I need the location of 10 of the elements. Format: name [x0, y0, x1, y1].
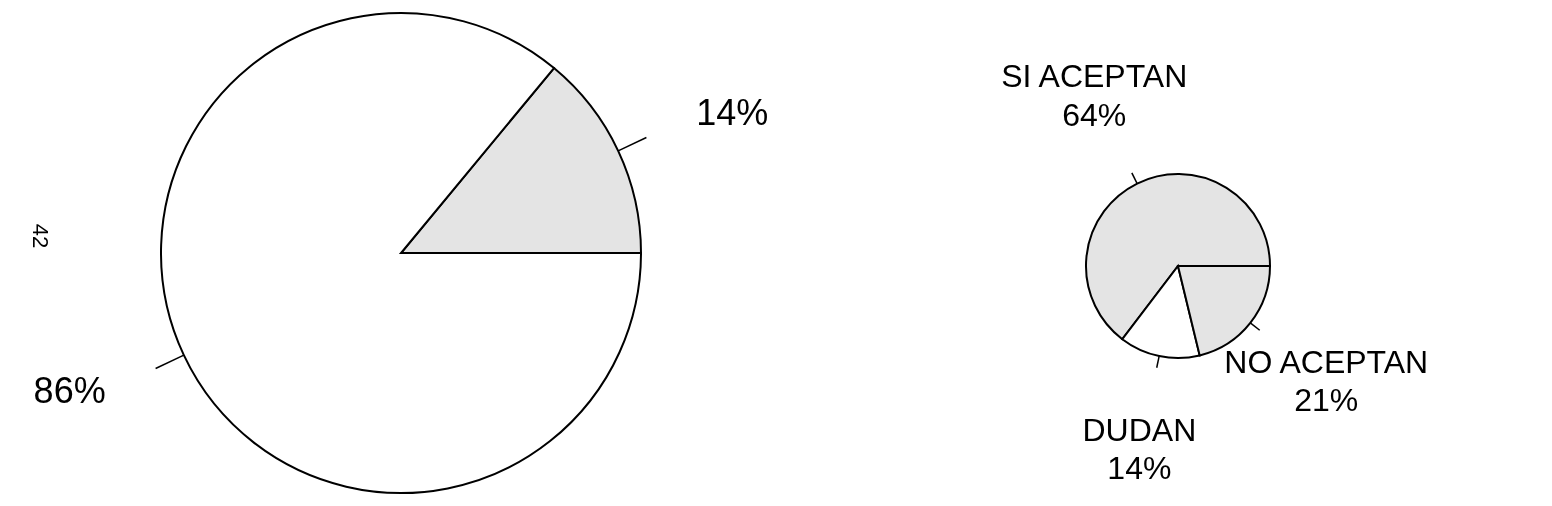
slice-label: DUDAN: [1082, 412, 1197, 448]
data-label: 14%: [1107, 450, 1172, 487]
pie-slice: [160, 12, 642, 494]
data-label: 86%: [33, 369, 106, 411]
text: 42: [28, 223, 53, 249]
data-label: 21%: [1294, 382, 1359, 419]
legend-label: NO ACEPTAN: [1224, 343, 1429, 380]
slice-label: SI ACEPTAN: [1001, 58, 1188, 95]
data-label: 14%: [696, 91, 769, 133]
data-label: 64%: [1062, 96, 1127, 133]
